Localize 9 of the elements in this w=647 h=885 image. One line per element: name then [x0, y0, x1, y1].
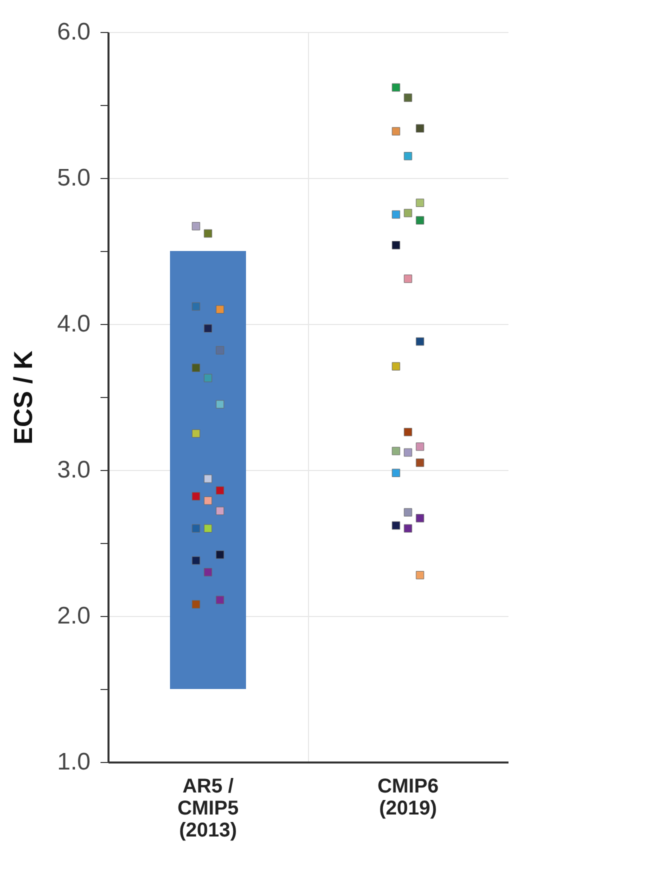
y-tick-label: 3.0: [57, 456, 90, 484]
y-tick-label: 2.0: [57, 602, 90, 630]
y-axis-title: ECS / K: [8, 350, 38, 444]
x-tick-label: AR5 / CMIP5 (2013): [177, 776, 239, 842]
y-tick-label: 5.0: [57, 164, 90, 192]
y-tick-label: 4.0: [57, 310, 90, 338]
x-tick-label: CMIP6 (2019): [377, 776, 439, 820]
y-tick-label: 6.0: [57, 18, 90, 46]
y-tick-label: 1.0: [57, 748, 90, 776]
